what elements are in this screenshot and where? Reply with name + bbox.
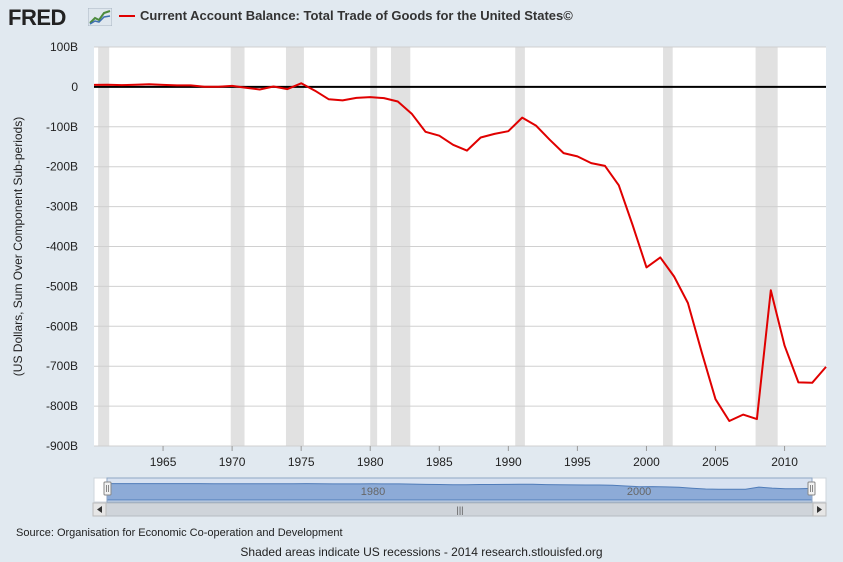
navigator-label: 2000 <box>627 486 651 498</box>
x-tick-label: 1980 <box>357 455 384 469</box>
y-tick-label: -700B <box>46 359 78 373</box>
navigator-handle[interactable] <box>807 481 816 496</box>
chart-title: Current Account Balance: Total Trade of … <box>140 8 573 23</box>
y-tick-label: 100B <box>50 40 78 54</box>
chart-header: FRED Current Account Balance: Total Trad… <box>0 0 843 36</box>
navigator-handle[interactable] <box>103 481 112 496</box>
scroll-right-arrow-icon <box>817 506 822 513</box>
x-tick-label: 2010 <box>771 455 798 469</box>
recession-note: Shaded areas indicate US recessions - 20… <box>240 545 603 559</box>
x-tick-label: 1985 <box>426 455 453 469</box>
y-tick-label: -300B <box>46 200 78 214</box>
scroll-left-arrow-icon <box>97 506 102 513</box>
navigator-series <box>106 483 813 501</box>
y-tick-label: 0 <box>71 80 78 94</box>
x-tick-label: 1970 <box>219 455 246 469</box>
y-tick-label: -100B <box>46 120 78 134</box>
x-tick-label: 1995 <box>564 455 591 469</box>
x-tick-label: 1990 <box>495 455 522 469</box>
x-tick-label: 1965 <box>150 455 177 469</box>
y-tick-label: -600B <box>46 319 78 333</box>
y-tick-label: -800B <box>46 399 78 413</box>
navigator-mask <box>106 477 813 503</box>
x-tick-label: 1975 <box>288 455 315 469</box>
y-tick-label: -400B <box>46 240 78 254</box>
y-axis-label: (US Dollars, Sum Over Component Sub-peri… <box>11 117 25 376</box>
logo-graph-icon <box>88 8 112 26</box>
y-tick-label: -900B <box>46 439 78 453</box>
source-text: Source: Organisation for Economic Co-ope… <box>16 527 343 539</box>
chart-area: 100B 0 -100B -200B -300B -400B -500B -600B -700B… <box>11 40 827 517</box>
x-tick-label: 2000 <box>633 455 660 469</box>
x-tick-label: 2005 <box>702 455 729 469</box>
y-tick-label: -500B <box>46 279 78 293</box>
scrollbar-grip: ||| <box>456 505 463 515</box>
legend-series-swatch <box>119 15 135 17</box>
series-line <box>93 82 827 422</box>
navigator-label: 1980 <box>361 486 385 498</box>
y-tick-label: -200B <box>46 160 78 174</box>
fred-logo[interactable]: FRED <box>8 5 66 30</box>
